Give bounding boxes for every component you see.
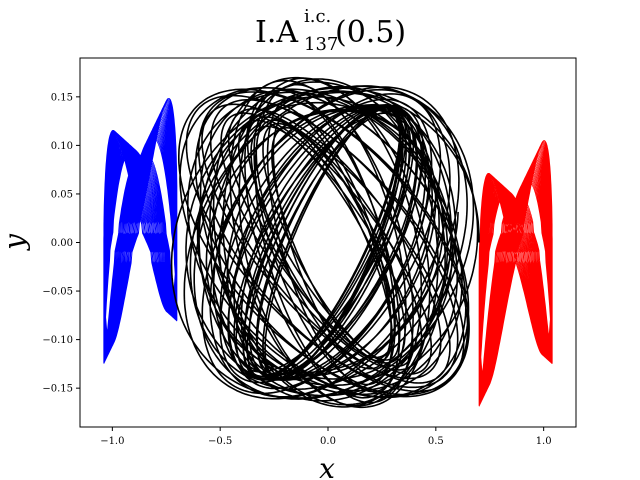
x-tick-label: −0.5 (208, 436, 232, 447)
x-tick-label: 1.0 (536, 436, 552, 447)
title-subscript: 137 (304, 34, 338, 55)
y-tick-label: 0.15 (51, 92, 73, 103)
title-superscript: i.c. (304, 6, 331, 27)
x-axis-label: x (319, 452, 335, 480)
y-axis: −0.15 −0.10 −0.05 0.00 0.05 0.10 0.15 (42, 92, 80, 395)
y-tick-label: −0.05 (42, 287, 73, 298)
y-tick-label: 0.10 (51, 141, 73, 152)
red-trajectory (478, 140, 553, 407)
plot-area (103, 76, 553, 409)
x-tick-label: 0.5 (428, 436, 444, 447)
y-tick-label: −0.15 (42, 384, 73, 395)
title-main: I.A (255, 15, 298, 50)
y-axis-label: y (0, 233, 31, 252)
x-tick-label: 0.0 (320, 436, 336, 447)
blue-trajectory (103, 97, 178, 364)
x-axis: −1.0 −0.5 0.0 0.5 1.0 (100, 427, 552, 447)
y-tick-label: 0.05 (51, 189, 73, 200)
x-tick-label: −1.0 (100, 436, 124, 447)
chart-title: I.A i.c. 137 (0.5) (255, 6, 406, 55)
black-trajectory (170, 76, 480, 409)
title-suffix: (0.5) (335, 15, 406, 50)
y-tick-label: 0.00 (51, 238, 73, 249)
y-tick-label: −0.10 (42, 335, 73, 346)
